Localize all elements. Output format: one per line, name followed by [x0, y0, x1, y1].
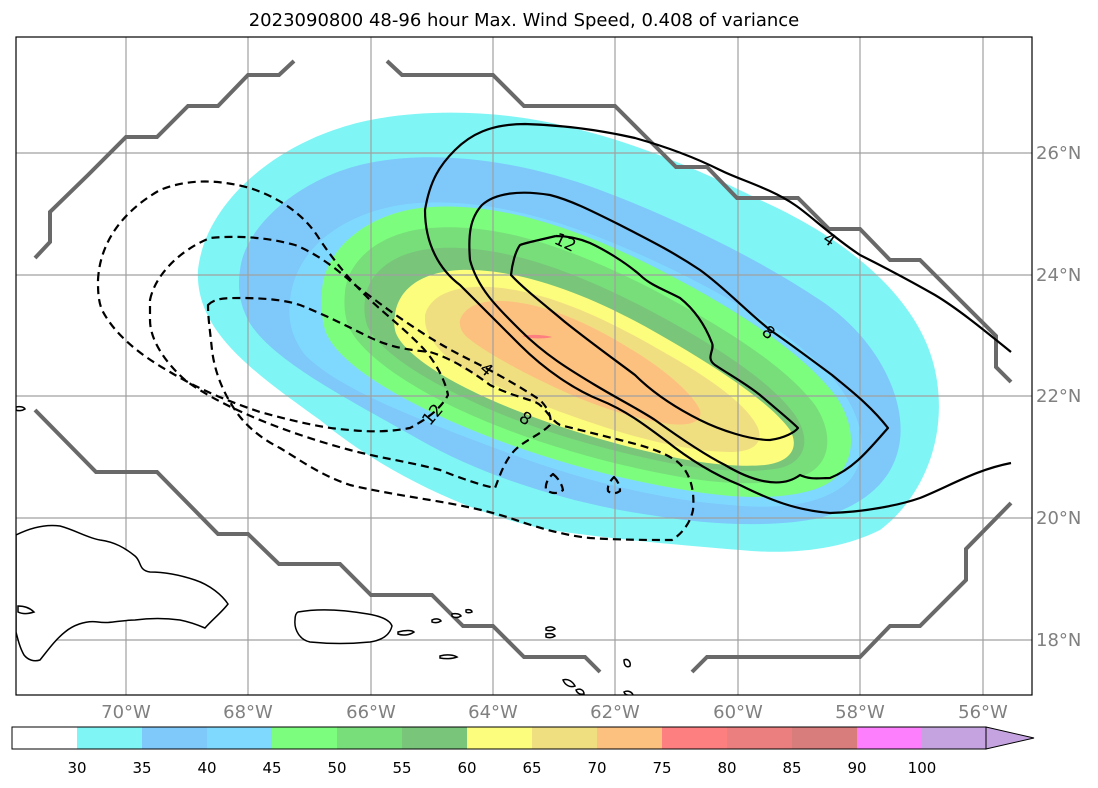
contour-negative-8 [148, 235, 552, 490]
colorbar-box-1 [77, 727, 142, 749]
st-kitts-island [562, 678, 577, 688]
band-70-75 [459, 300, 701, 425]
map-area: 12 8 4 4 8 12 [16, 37, 1032, 695]
colorbar-tick-label-60: 60 [457, 759, 476, 777]
colorbar-box-2 [142, 727, 207, 749]
colorbar-boxes [12, 727, 987, 749]
lat-tick-label-18n: 18°N [1036, 630, 1081, 651]
lon-tick-label-64w: 64°W [468, 702, 518, 723]
lon-tick-label-58w: 58°W [835, 702, 885, 723]
colorbar: 30 35 40 45 50 55 60 65 70 75 80 85 90 100 [11, 726, 1035, 777]
map-title: 2023090800 48-96 hour Max. Wind Speed, 0… [249, 10, 800, 31]
lat-tick-label-24n: 24°N [1036, 265, 1081, 286]
vieques-island [397, 629, 416, 636]
lon-tick-label-56w: 56°W [958, 702, 1008, 723]
colorbar-extend-arrow [985, 726, 1035, 750]
lon-tick-label-60w: 60°W [713, 702, 763, 723]
colorbar-box-7 [467, 727, 532, 749]
lat-tick-label-26n: 26°N [1036, 143, 1081, 164]
colorbar-tick-label-50: 50 [327, 759, 346, 777]
lon-tick-label-70w: 70°W [101, 702, 151, 723]
st-croix-island [439, 654, 459, 660]
contour-negative-small-1 [544, 472, 565, 495]
band-75-80-dot [522, 334, 552, 339]
map-frame [15, 36, 1033, 696]
hispaniola-coastline [16, 524, 229, 662]
colorbar-box-12 [792, 727, 857, 749]
positive-contours [423, 122, 1012, 515]
contour-negative-4 [206, 296, 695, 542]
gridlines [16, 37, 1032, 695]
boundary-lines [33, 59, 1013, 674]
boundary-line-north-east [385, 59, 1013, 384]
contour-positive-8 [468, 191, 890, 484]
contour-positive-4 [423, 122, 1012, 515]
colorbar-tick-label-65: 65 [522, 759, 541, 777]
boundary-line-north-west [33, 59, 296, 260]
guadeloupe-island [623, 690, 634, 695]
colorbar-box-13 [857, 727, 922, 749]
coastlines [16, 405, 634, 695]
colorbar-box-10 [662, 727, 727, 749]
colorbar-frame [11, 726, 987, 750]
colorbar-box-9 [597, 727, 662, 749]
islet-virgin-2 [451, 612, 462, 619]
colorbar-tick-label-55: 55 [392, 759, 411, 777]
colorbar-box-3 [207, 727, 272, 749]
contour-positive-12 [509, 234, 800, 442]
colorbar-box-6 [402, 727, 467, 749]
puerto-rico-coastline [294, 609, 393, 645]
colorbar-box-8 [532, 727, 597, 749]
colorbar-box-5 [337, 727, 402, 749]
islet-virgin-3 [465, 608, 473, 614]
colorbar-tick-label-30: 30 [67, 759, 86, 777]
islet-west-1 [17, 605, 36, 615]
islet-west-2 [16, 405, 26, 412]
boundary-line-south-east [690, 501, 1013, 674]
colorbar-tick-label-100: 100 [908, 759, 937, 777]
colorbar-tick-label-45: 45 [262, 759, 281, 777]
lon-tick-label-66w: 66°W [346, 702, 396, 723]
lon-tick-label-68w: 68°W [223, 702, 273, 723]
contour-negative-12 [96, 180, 450, 433]
colorbar-box-4 [272, 727, 337, 749]
lon-tick-label-62w: 62°W [590, 702, 640, 723]
colorbar-box-0 [12, 727, 77, 749]
boundary-line-south-west [33, 408, 602, 674]
colorbar-tick-label-85: 85 [782, 759, 801, 777]
colorbar-box-14 [922, 727, 987, 749]
barbuda-island [623, 658, 631, 668]
st-martin-island [545, 632, 556, 639]
colorbar-tick-label-70: 70 [587, 759, 606, 777]
colorbar-tick-label-35: 35 [132, 759, 151, 777]
colorbar-tick-label-40: 40 [197, 759, 216, 777]
lat-tick-label-22n: 22°N [1036, 386, 1081, 407]
antigua-island [575, 688, 585, 695]
negative-contours [96, 180, 695, 542]
colorbar-tick-label-80: 80 [717, 759, 736, 777]
lat-tick-label-20n: 20°N [1036, 508, 1081, 529]
islet-virgin-1 [431, 618, 442, 624]
latitude-tick-labels: 26°N 24°N 22°N 20°N 18°N [1036, 143, 1081, 651]
anguilla-island [545, 626, 556, 632]
longitude-tick-labels: 70°W 68°W 66°W 64°W 62°W 60°W 58°W 56°W [101, 702, 1008, 723]
colorbar-tick-label-75: 75 [652, 759, 671, 777]
colorbar-tick-labels: 30 35 40 45 50 55 60 65 70 75 80 85 90 100 [67, 759, 936, 777]
colorbar-box-11 [727, 727, 792, 749]
colorbar-tick-label-90: 90 [847, 759, 866, 777]
